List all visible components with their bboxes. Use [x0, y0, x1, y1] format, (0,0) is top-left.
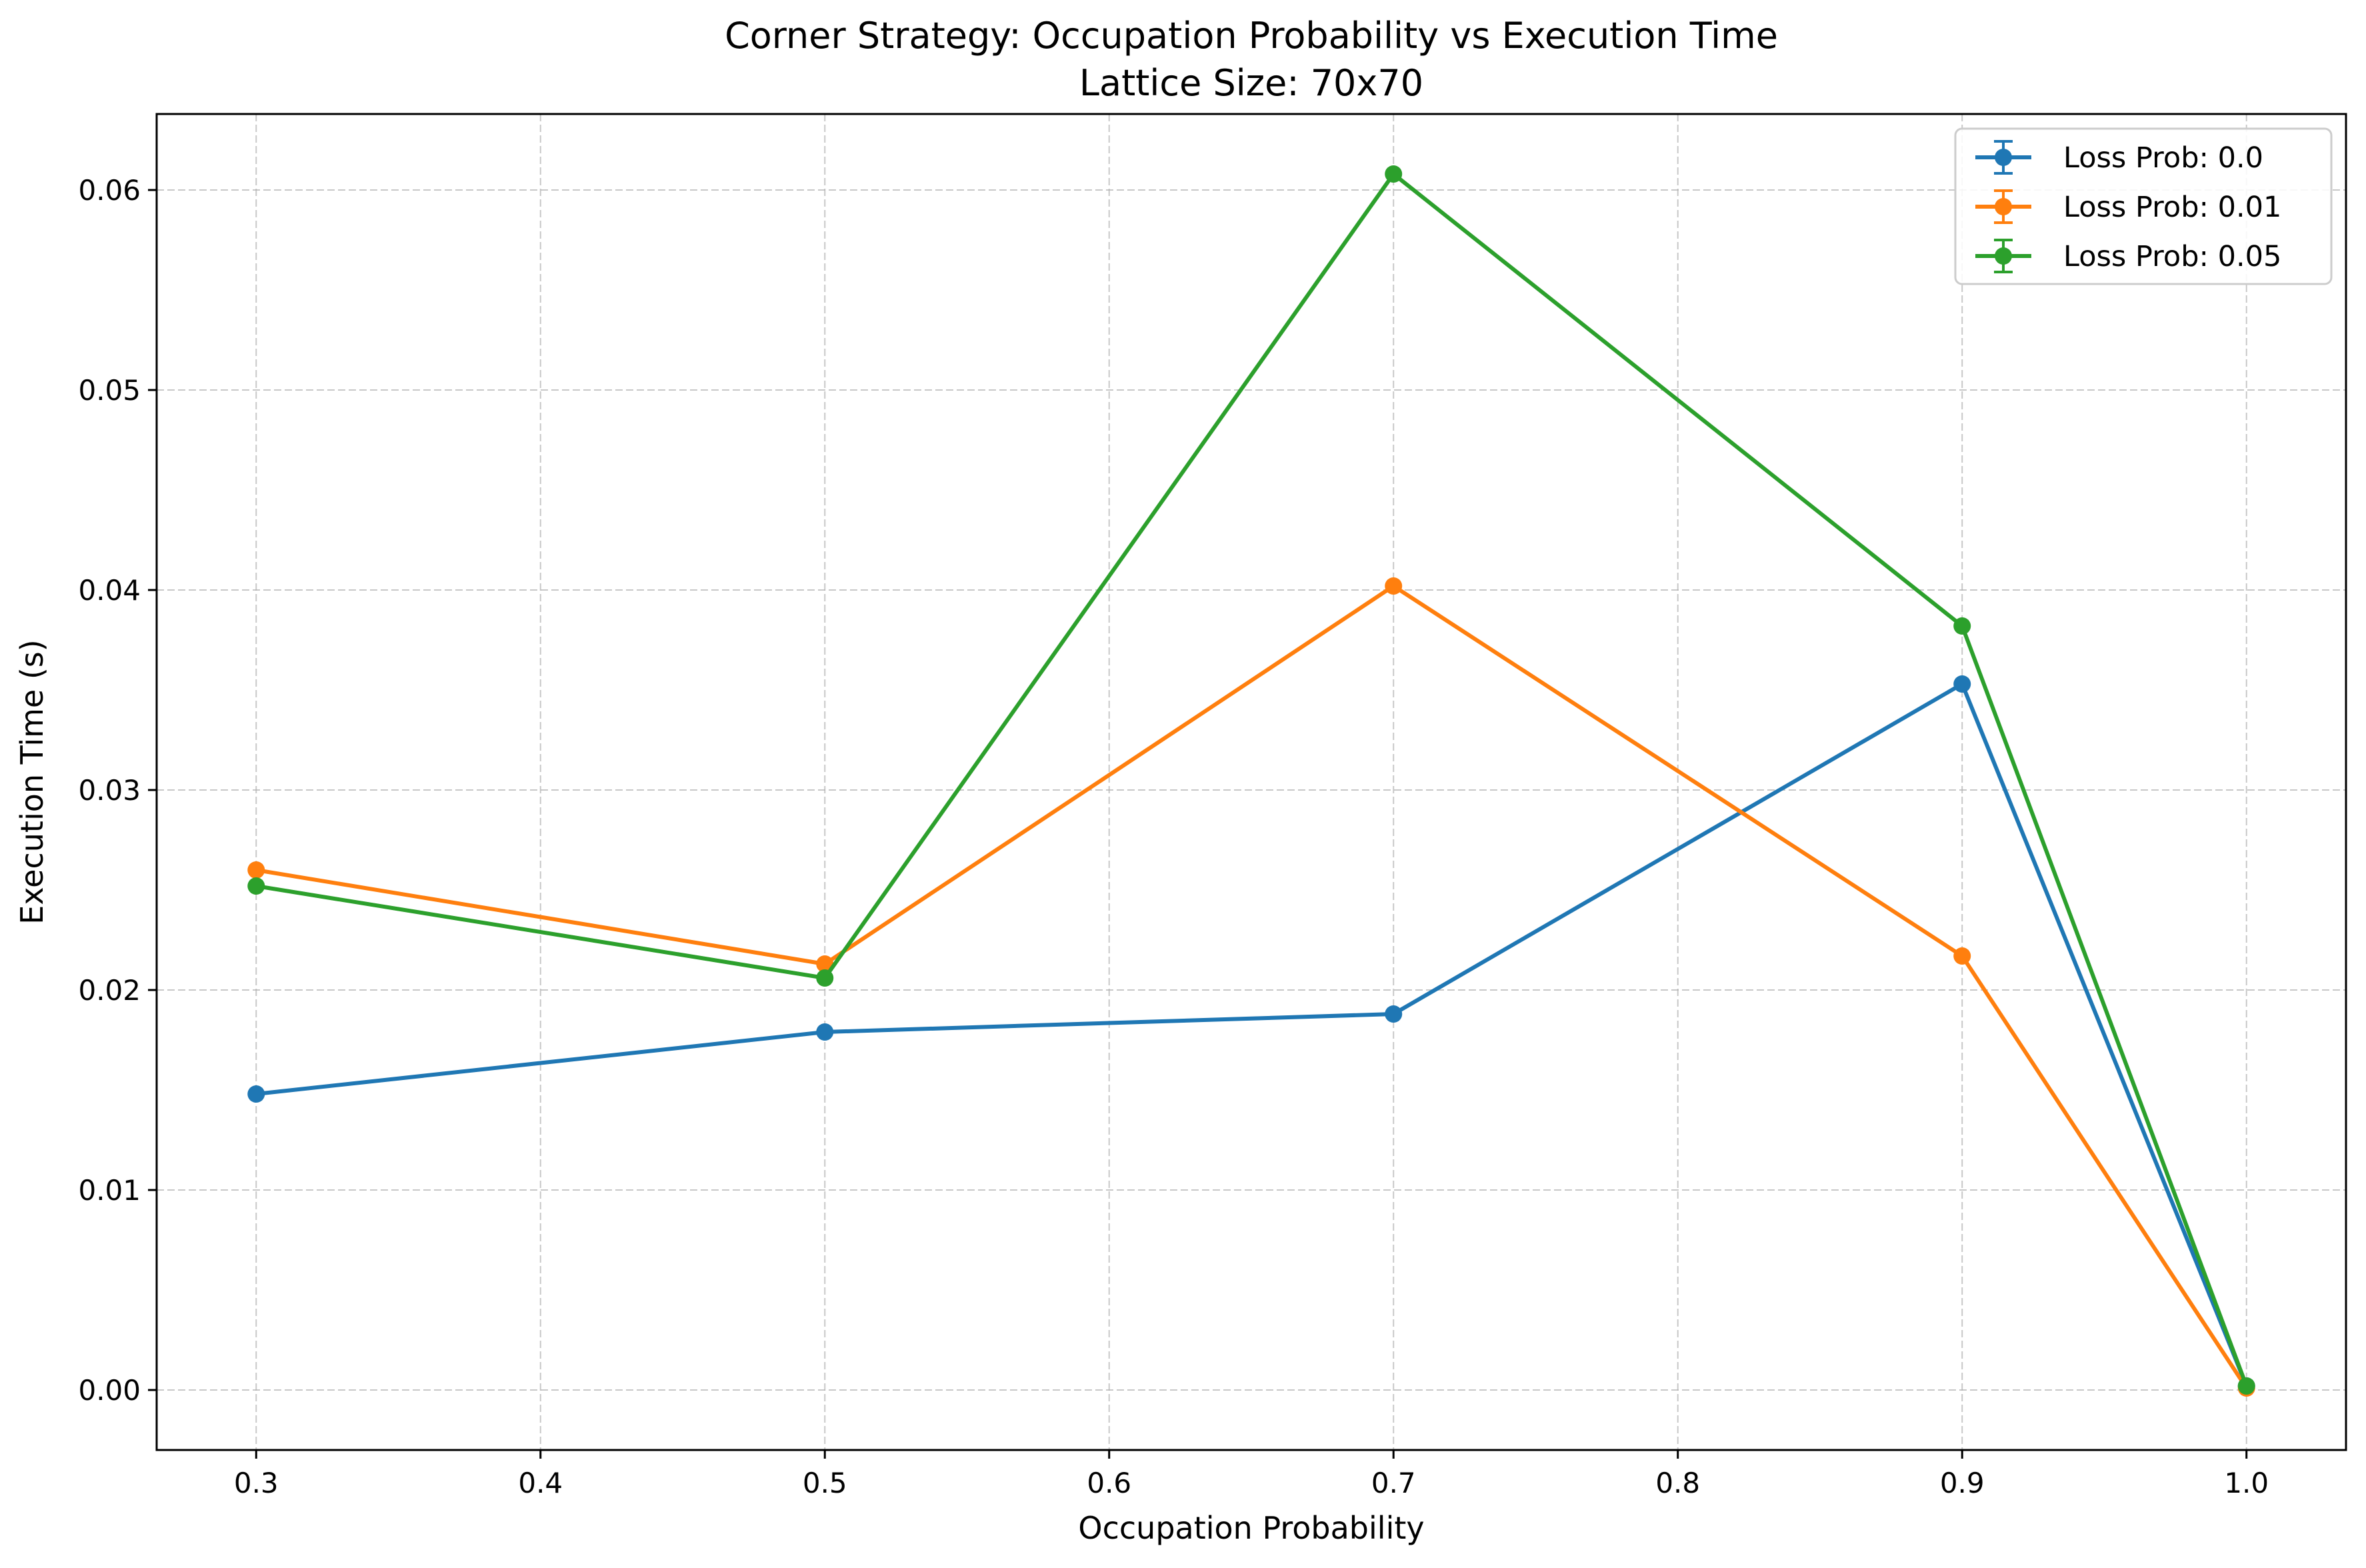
- y-tick-label: 0.04: [78, 574, 141, 607]
- legend-label: Loss Prob: 0.01: [2063, 191, 2281, 224]
- data-point: [1953, 947, 1971, 965]
- data-point: [1385, 577, 1403, 595]
- data-point: [1953, 617, 1971, 635]
- data-point: [247, 1085, 265, 1103]
- legend-marker: [1995, 149, 2012, 166]
- data-point: [816, 1023, 834, 1041]
- y-tick-label: 0.00: [78, 1374, 141, 1407]
- x-tick-label: 0.5: [803, 1467, 847, 1499]
- x-tick-label: 0.6: [1087, 1467, 1131, 1499]
- y-tick-label: 0.02: [78, 974, 141, 1007]
- legend-label: Loss Prob: 0.0: [2063, 141, 2263, 175]
- data-point: [247, 877, 265, 895]
- legend-marker: [1995, 198, 2012, 215]
- plot-area-frame: [155, 113, 2347, 1451]
- chart-subtitle: Lattice Size: 70x70: [1079, 62, 1423, 104]
- legend: Loss Prob: 0.0 Loss Prob: 0.01 Loss Prob: …: [1954, 127, 2333, 285]
- y-tick-label: 0.06: [78, 174, 141, 207]
- data-point: [247, 861, 265, 879]
- legend-label: Loss Prob: 0.05: [2063, 240, 2281, 273]
- x-tick-label: 0.8: [1655, 1467, 1700, 1499]
- x-tick-label: 0.3: [234, 1467, 279, 1499]
- data-point: [816, 969, 834, 987]
- x-tick-label: 0.7: [1371, 1467, 1416, 1499]
- x-tick-label: 0.9: [1940, 1467, 1985, 1499]
- series-lines: [247, 165, 2255, 1397]
- legend-box: [1954, 127, 2333, 285]
- axis-ticks: 0.3 0.4 0.5 0.6 0.7 0.8 0.9 1.0 0.00 0.01 0.02 0.03…: [78, 174, 2269, 1499]
- grid-lines: [157, 114, 2346, 1450]
- chart-title: Corner Strategy: Occupation Probability …: [725, 15, 1778, 57]
- data-point: [1385, 1005, 1403, 1023]
- y-tick-label: 0.05: [78, 374, 141, 407]
- x-axis-label: Occupation Probability: [1078, 1510, 1424, 1546]
- y-axis-label: Execution Time (s): [14, 639, 50, 924]
- y-tick-label: 0.01: [78, 1174, 141, 1207]
- data-point: [2237, 1377, 2255, 1395]
- x-tick-label: 0.4: [518, 1467, 563, 1499]
- data-point: [816, 955, 834, 973]
- x-tick-label: 1.0: [2224, 1467, 2269, 1499]
- legend-marker: [1995, 247, 2012, 265]
- y-tick-label: 0.03: [78, 774, 141, 807]
- data-point: [1385, 165, 1403, 183]
- series-group: [247, 165, 2255, 1395]
- series-group: [247, 577, 2255, 1397]
- data-point: [1953, 675, 1971, 693]
